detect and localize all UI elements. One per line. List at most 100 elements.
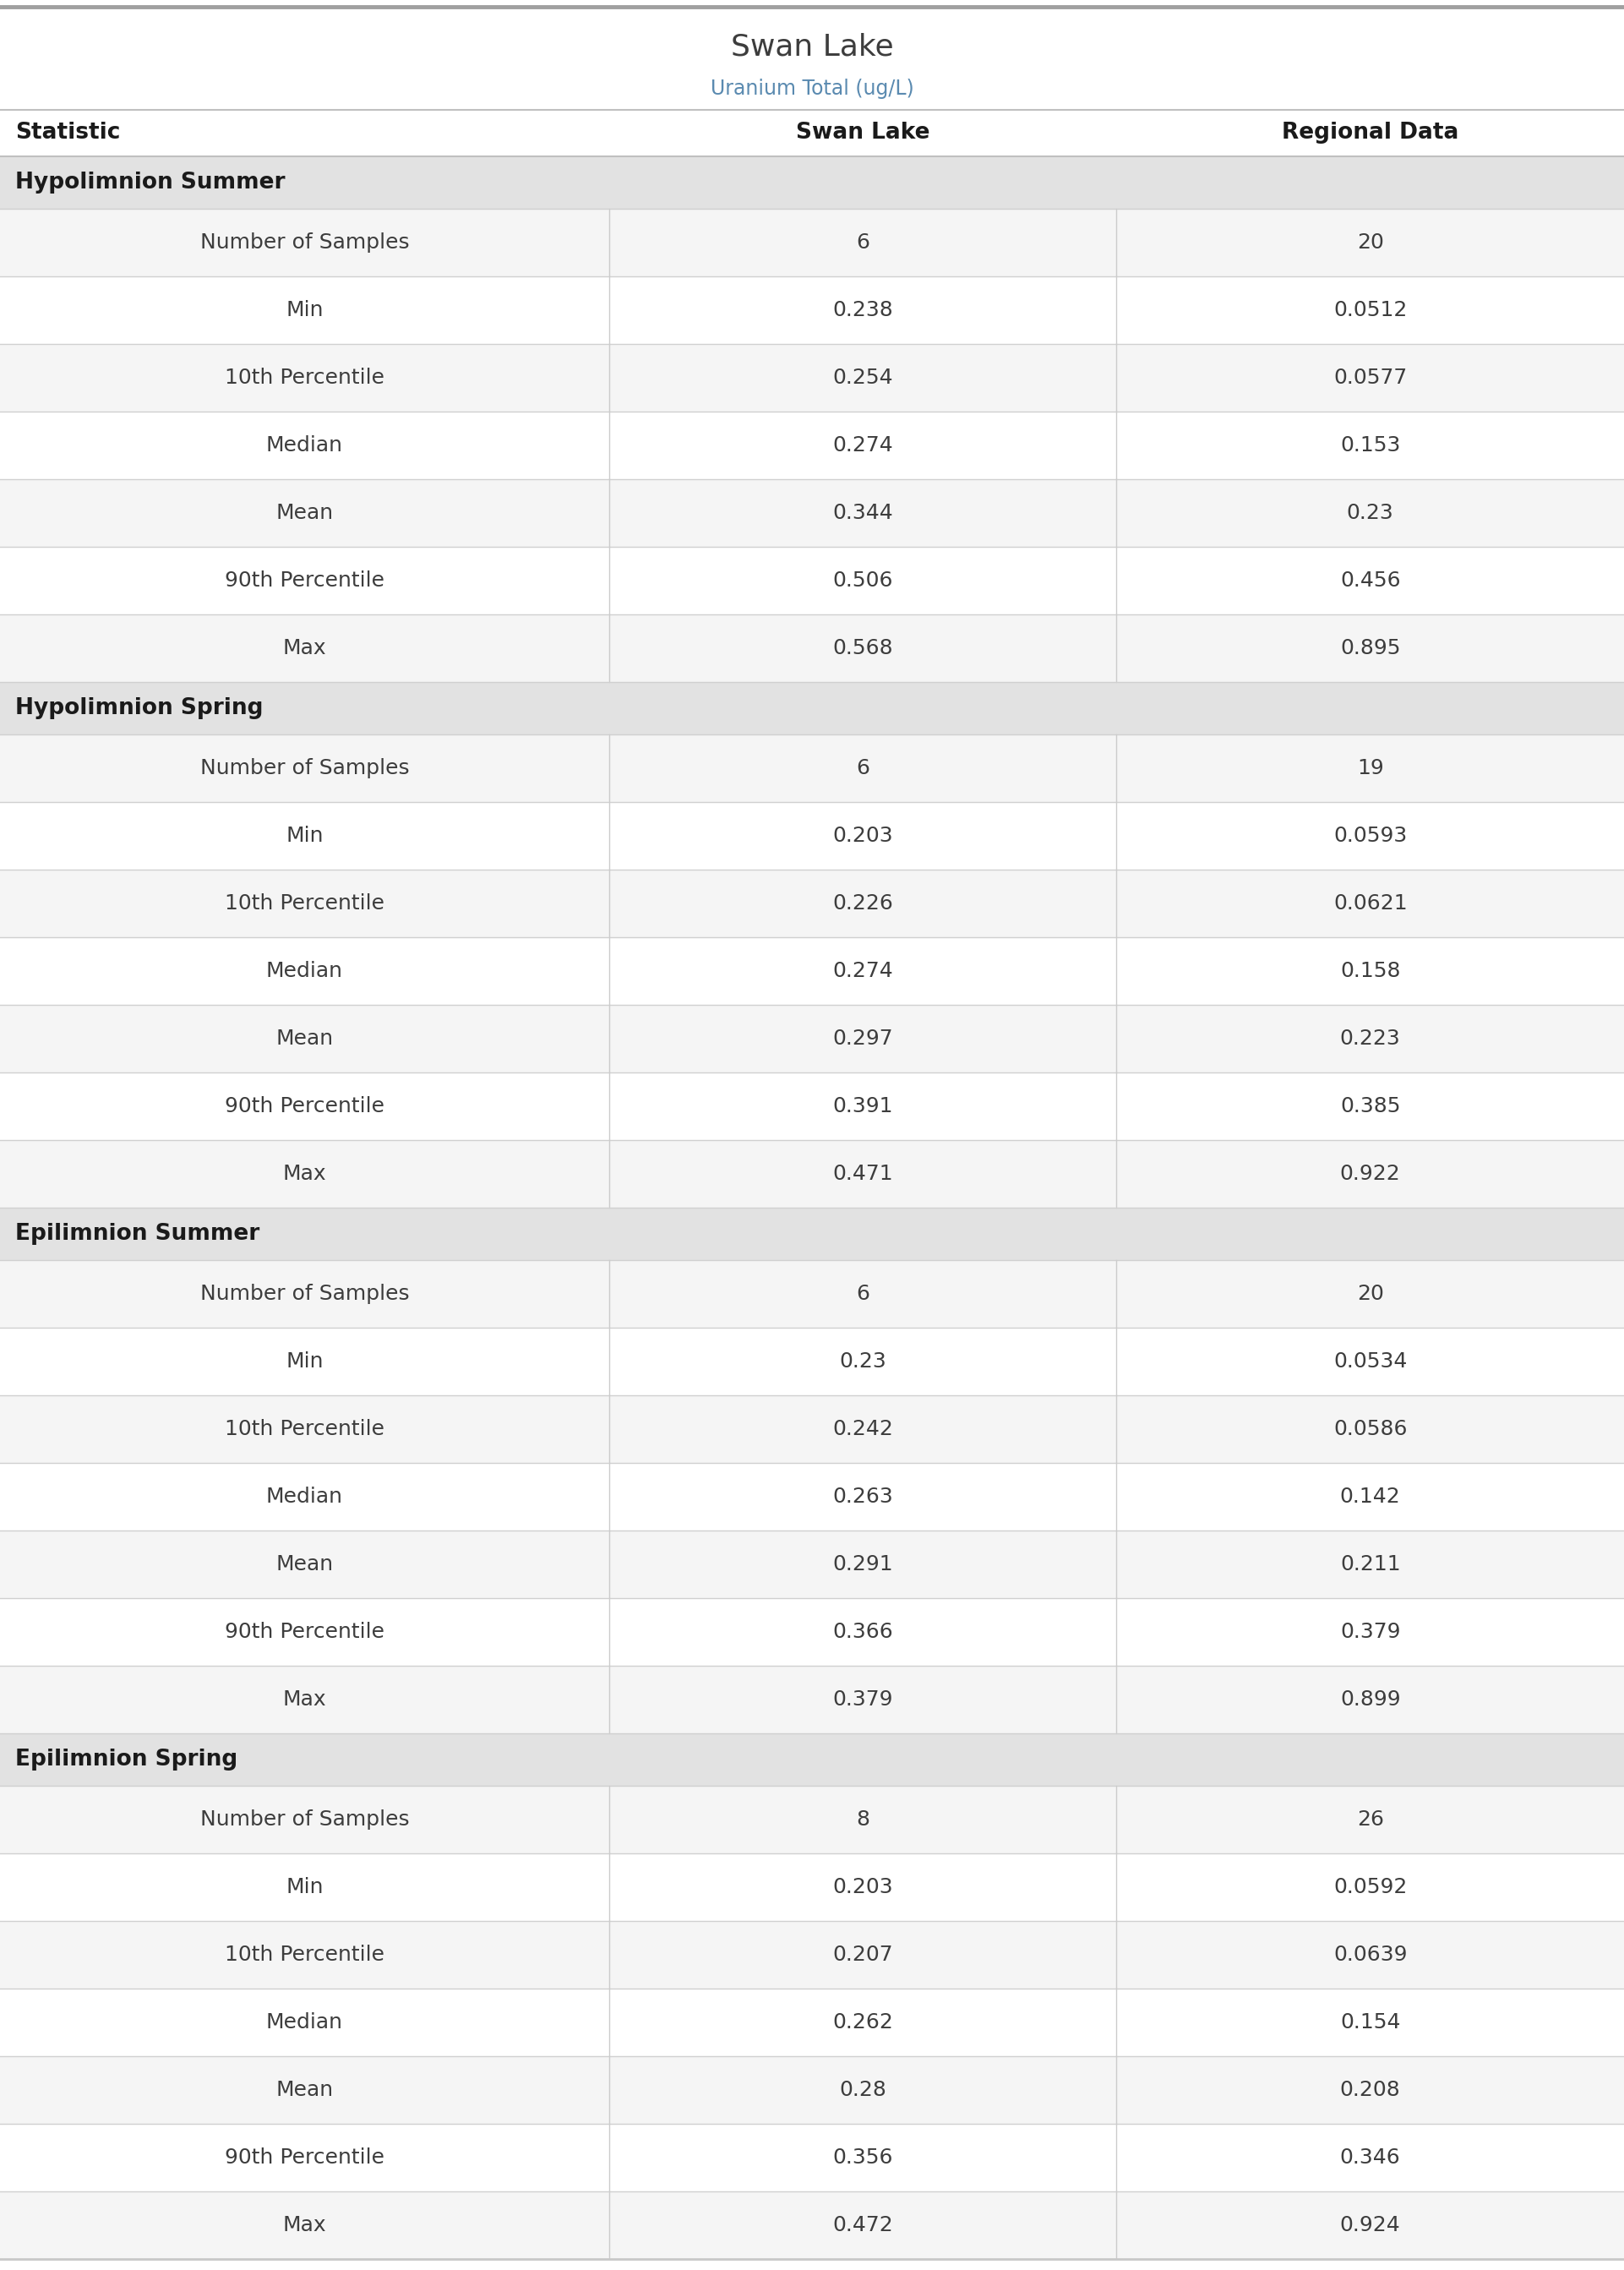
- Text: Median: Median: [266, 436, 343, 456]
- Text: 0.924: 0.924: [1340, 2216, 1400, 2236]
- Bar: [0, 157, 1624, 209]
- Text: 0.506: 0.506: [833, 570, 893, 590]
- Bar: [0, 2191, 1624, 2259]
- Bar: [0, 735, 1624, 801]
- Text: 0.238: 0.238: [833, 300, 893, 320]
- Text: 6: 6: [856, 758, 869, 779]
- Text: Min: Min: [286, 826, 323, 847]
- Text: Number of Samples: Number of Samples: [200, 1285, 409, 1303]
- Text: 0.274: 0.274: [833, 436, 893, 456]
- Text: 0.568: 0.568: [833, 638, 893, 658]
- Text: 0.895: 0.895: [1340, 638, 1400, 658]
- Bar: [0, 1920, 1624, 1989]
- Bar: [0, 1666, 1624, 1734]
- Text: 0.0534: 0.0534: [1333, 1351, 1406, 1371]
- Text: Mean: Mean: [276, 1555, 333, 1575]
- Text: 0.207: 0.207: [833, 1945, 893, 1966]
- Bar: [0, 1734, 1624, 1786]
- Text: 0.297: 0.297: [833, 1028, 893, 1049]
- Text: Median: Median: [266, 2011, 343, 2032]
- Text: Swan Lake: Swan Lake: [731, 32, 893, 61]
- Bar: [0, 869, 1624, 938]
- Text: 0.391: 0.391: [833, 1096, 893, 1117]
- Text: 0.158: 0.158: [1340, 960, 1400, 981]
- Bar: [0, 938, 1624, 1006]
- Bar: [0, 1208, 1624, 1260]
- Bar: [0, 345, 1624, 411]
- Text: 0.344: 0.344: [833, 504, 893, 522]
- Bar: [0, 547, 1624, 615]
- Bar: [0, 1071, 1624, 1140]
- Bar: [0, 1989, 1624, 2057]
- Text: Number of Samples: Number of Samples: [200, 758, 409, 779]
- Text: 19: 19: [1356, 758, 1384, 779]
- Text: 0.366: 0.366: [833, 1621, 893, 1641]
- Text: 0.346: 0.346: [1340, 2147, 1400, 2168]
- Text: 0.23: 0.23: [1346, 504, 1393, 522]
- Text: 0.142: 0.142: [1340, 1487, 1400, 1507]
- Bar: [0, 1786, 1624, 1852]
- Bar: [0, 277, 1624, 345]
- Text: 10th Percentile: 10th Percentile: [224, 368, 385, 388]
- Text: 10th Percentile: 10th Percentile: [224, 1419, 385, 1439]
- Text: 10th Percentile: 10th Percentile: [224, 894, 385, 913]
- Bar: [0, 209, 1624, 277]
- Bar: [0, 1598, 1624, 1666]
- Text: 20: 20: [1356, 232, 1384, 252]
- Text: 0.0593: 0.0593: [1333, 826, 1406, 847]
- Text: 0.0639: 0.0639: [1333, 1945, 1408, 1966]
- Text: 0.28: 0.28: [840, 2079, 887, 2100]
- Text: 0.922: 0.922: [1340, 1165, 1400, 1185]
- Bar: [0, 1260, 1624, 1328]
- Text: 0.0621: 0.0621: [1333, 894, 1408, 913]
- Bar: [0, 2125, 1624, 2191]
- Text: 0.456: 0.456: [1340, 570, 1400, 590]
- Text: 0.379: 0.379: [1340, 1621, 1400, 1641]
- Text: Min: Min: [286, 300, 323, 320]
- Text: 0.203: 0.203: [833, 826, 893, 847]
- Text: Number of Samples: Number of Samples: [200, 1809, 409, 1830]
- Text: Hypolimnion Spring: Hypolimnion Spring: [15, 697, 263, 720]
- Text: 0.0592: 0.0592: [1333, 1877, 1406, 1898]
- Text: 10th Percentile: 10th Percentile: [224, 1945, 385, 1966]
- Text: 0.274: 0.274: [833, 960, 893, 981]
- Text: 0.899: 0.899: [1340, 1689, 1400, 1709]
- Text: 0.385: 0.385: [1340, 1096, 1400, 1117]
- Text: 90th Percentile: 90th Percentile: [224, 1096, 385, 1117]
- Text: 0.263: 0.263: [833, 1487, 893, 1507]
- Text: 0.242: 0.242: [833, 1419, 893, 1439]
- Text: Min: Min: [286, 1351, 323, 1371]
- Text: Number of Samples: Number of Samples: [200, 232, 409, 252]
- Text: 0.0512: 0.0512: [1333, 300, 1406, 320]
- Text: 0.23: 0.23: [840, 1351, 887, 1371]
- Text: 0.379: 0.379: [833, 1689, 893, 1709]
- Bar: [0, 1140, 1624, 1208]
- Text: 0.154: 0.154: [1340, 2011, 1400, 2032]
- Bar: [0, 1328, 1624, 1396]
- Bar: [0, 1462, 1624, 1530]
- Text: 6: 6: [856, 232, 869, 252]
- Text: 0.211: 0.211: [1340, 1555, 1400, 1575]
- Text: 0.226: 0.226: [833, 894, 893, 913]
- Text: 0.0577: 0.0577: [1333, 368, 1406, 388]
- Text: Epilimnion Summer: Epilimnion Summer: [15, 1224, 260, 1244]
- Text: Mean: Mean: [276, 2079, 333, 2100]
- Text: 0.472: 0.472: [833, 2216, 893, 2236]
- Bar: [0, 681, 1624, 735]
- Text: 0.0586: 0.0586: [1333, 1419, 1408, 1439]
- Text: Statistic: Statistic: [15, 123, 120, 143]
- Text: Epilimnion Spring: Epilimnion Spring: [15, 1748, 237, 1771]
- Text: Swan Lake: Swan Lake: [796, 123, 929, 143]
- Text: Mean: Mean: [276, 1028, 333, 1049]
- Text: 90th Percentile: 90th Percentile: [224, 570, 385, 590]
- Text: 90th Percentile: 90th Percentile: [224, 1621, 385, 1641]
- Text: 90th Percentile: 90th Percentile: [224, 2147, 385, 2168]
- Text: 0.291: 0.291: [833, 1555, 893, 1575]
- Bar: [0, 479, 1624, 547]
- Text: 0.223: 0.223: [1340, 1028, 1400, 1049]
- Text: Max: Max: [283, 2216, 326, 2236]
- Text: 0.153: 0.153: [1340, 436, 1400, 456]
- Bar: [0, 1006, 1624, 1071]
- Bar: [0, 2057, 1624, 2125]
- Text: Max: Max: [283, 1689, 326, 1709]
